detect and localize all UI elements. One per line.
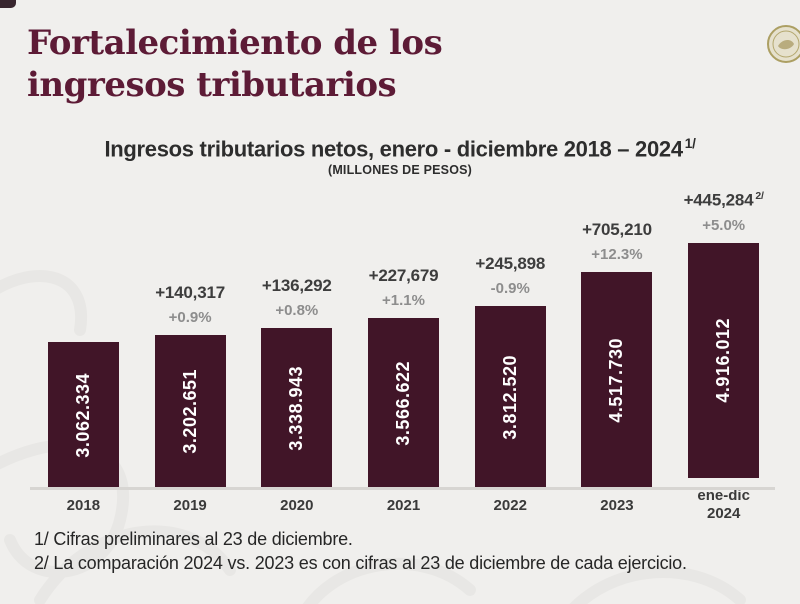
bar-group: +245,898 -0.9% 3.812.520 2022 [457,190,564,520]
bar-pct-label: +1.1% [382,292,425,309]
bar-pct-label: +5.0% [702,216,746,234]
bar-delta-label: +445,284 2/ [683,190,764,210]
bar-stack: +136,292 +0.8% 3.338.943 [243,190,350,488]
bar-value-label: 4.916.012 [713,317,734,403]
bar-group: +227,679 +1.1% 3.566.622 2021 [350,190,457,520]
bar-delta-label: +227,679 [368,266,439,285]
x-axis-label: 2019 [173,497,207,514]
bar-value-label: 3.062.334 [72,372,93,458]
bar-groups: 3.062.334 2018 +140,317 +0.9% 3.202.651 … [30,190,777,522]
bar-pct-label: +12.3% [591,246,643,263]
bar-value-label: 3.812.520 [499,354,520,440]
chart-title-footnote-ref: 1/ [684,136,696,151]
footnote-2: 2/ La comparación 2024 vs. 2023 es con c… [34,552,687,573]
bar-delta-label: +136,292 [261,276,332,295]
page-title-line2: ingresos tributarios [27,65,397,106]
bar-stack: +245,898 -0.9% 3.812.520 [457,190,564,488]
bar-chart: 3.062.334 2018 +140,317 +0.9% 3.202.651 … [30,190,777,522]
x-axis-label: 2022 [493,497,527,514]
bar-group: +140,317 +0.9% 3.202.651 2019 [137,190,244,520]
bar-delta-label: +705,210 [582,220,652,239]
bar-delta-label: +245,898 [475,254,546,273]
bar-stack: +227,679 +1.1% 3.566.622 [350,190,457,488]
bar-group: 3.062.334 2018 [30,190,137,520]
x-axis-label: ene-dic 2024 [697,486,750,523]
x-axis-line [30,487,775,490]
chart-title-text: Ingresos tributarios netos, enero - dici… [104,136,683,162]
footnotes: 1/ Cifras preliminares al 23 de diciembr… [34,528,689,576]
bar: 3.202.651 [154,335,226,488]
x-axis-label: 2023 [600,497,634,514]
bar: 4.916.012 [688,242,760,478]
bar: 4.517.730 [581,272,653,488]
bar-pct-label: +0.9% [168,309,212,326]
bar-pct-label: -0.9% [490,280,530,297]
bar: 3.062.334 [47,342,119,488]
footnote-1: 1/ Cifras preliminares al 23 de diciembr… [34,529,353,549]
bar-value-label: 4.517.730 [606,337,627,423]
bar: 3.812.520 [474,306,546,488]
x-axis-label: 2018 [66,497,101,514]
bar-stack: +705,210 +12.3% 4.517.730 [564,190,671,488]
chart-title: Ingresos tributarios netos, enero - dici… [0,136,800,162]
x-axis-label: 2020 [280,497,314,514]
chart-units-label: (MILLONES DE PESOS) [327,163,473,177]
bar-stack: 3.062.334 [30,190,137,488]
bar-pct-label: +0.8% [275,302,319,319]
corner-artifact [0,0,16,8]
government-seal-icon [767,25,800,63]
bar-stack: +445,284 2/ +5.0% 4.916.012 [670,190,777,478]
bar-stack: +140,317 +0.9% 3.202.651 [137,190,244,488]
bar-group: +136,292 +0.8% 3.338.943 2020 [243,190,350,520]
page-title-line1: Fortalecimiento de los [27,23,443,63]
bar-group: +445,284 2/ +5.0% 4.916.012 ene-dic 2024 [670,190,777,522]
x-axis-label: 2021 [386,497,421,514]
bar-value-label: 3.566.622 [393,360,414,446]
bar-group: +705,210 +12.3% 4.517.730 2023 [564,190,671,520]
bar-value-label: 3.338.943 [286,365,307,451]
bar: 3.566.622 [368,318,440,488]
bar-value-label: 3.202.651 [179,369,200,454]
bar-delta-label: +140,317 [155,283,225,302]
bar: 3.338.943 [261,328,333,488]
page-title: Fortalecimiento de los ingresos tributar… [27,22,587,106]
